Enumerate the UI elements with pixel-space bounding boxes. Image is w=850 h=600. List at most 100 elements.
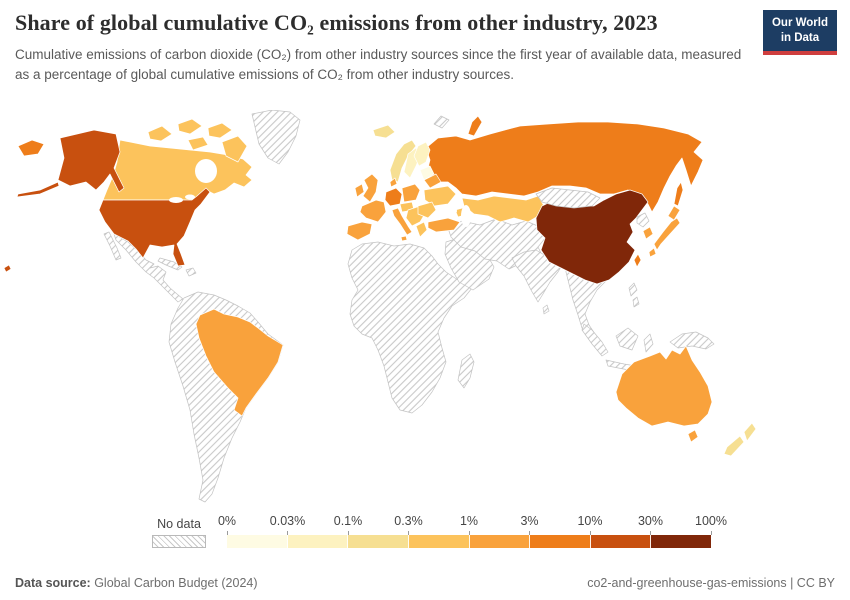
world-map xyxy=(3,109,757,503)
legend-no-data-label: No data xyxy=(157,517,201,531)
country-sicily[interactable] xyxy=(400,235,408,242)
country-greece[interactable] xyxy=(415,221,428,238)
country-united-kingdom[interactable] xyxy=(362,173,379,203)
great-lakes-west xyxy=(169,197,183,203)
legend-tick-label-0%: 0% xyxy=(217,514,237,528)
country-sumatra[interactable] xyxy=(581,323,609,357)
country-sulawesi[interactable] xyxy=(643,333,654,353)
footer-right: co2-and-greenhouse-gas-emissions | CC BY xyxy=(587,576,835,590)
country-baffin-island[interactable] xyxy=(221,135,248,163)
country-canada[interactable] xyxy=(102,139,253,201)
country-germany[interactable] xyxy=(384,187,403,207)
legend-tick-label-30%: 30% xyxy=(637,514,664,528)
country-japan-kyushu[interactable] xyxy=(648,247,657,258)
legend-tick-label-3%: 3% xyxy=(520,514,539,528)
legend-swatch-3–10%[interactable] xyxy=(530,535,591,548)
data-source-value: Global Carbon Budget (2024) xyxy=(90,576,258,590)
country-aleutians[interactable] xyxy=(16,181,60,198)
country-belarus[interactable] xyxy=(423,173,442,189)
country-svalbard[interactable] xyxy=(433,115,450,129)
country-brazil[interactable] xyxy=(195,308,284,417)
country-france[interactable] xyxy=(359,199,387,223)
legend-tick-mark xyxy=(287,531,288,535)
country-hispaniola[interactable] xyxy=(185,267,197,277)
country-romania-bulgaria[interactable] xyxy=(417,201,437,219)
country-australia[interactable] xyxy=(615,345,713,427)
country-japan-honshu[interactable] xyxy=(653,217,681,251)
legend-swatch-10–30%[interactable] xyxy=(590,535,652,548)
owid-logo[interactable]: Our World in Data xyxy=(762,10,837,55)
country-taiwan[interactable] xyxy=(633,253,642,268)
legend-tick-mark xyxy=(468,531,470,535)
legend-color-scale: 0% 0.03% 0.1% 0.3% 1% 3% 10% 30% 100% xyxy=(218,514,727,548)
legend-tick-label-0.1%: 0.1% xyxy=(333,514,363,528)
country-iceland[interactable] xyxy=(372,124,396,139)
legend-tick-mark xyxy=(529,531,530,535)
country-philippines[interactable] xyxy=(628,282,638,297)
country-canada-island-3[interactable] xyxy=(207,122,233,139)
country-tasmania[interactable] xyxy=(687,429,699,443)
caspian-sea xyxy=(461,205,471,227)
country-new-guinea[interactable] xyxy=(669,331,715,350)
legend-tick-mark xyxy=(408,531,409,535)
country-novaya-zemlya[interactable] xyxy=(467,115,483,137)
legend-swatch-0.03–0.1%[interactable] xyxy=(287,535,349,548)
legend-swatch-30–100%[interactable] xyxy=(651,535,711,548)
country-chukotka[interactable] xyxy=(17,139,45,157)
country-sakhalin[interactable] xyxy=(673,181,684,207)
country-sri-lanka[interactable] xyxy=(542,304,550,315)
country-mexico[interactable] xyxy=(113,233,184,303)
country-south-korea[interactable] xyxy=(642,226,654,240)
country-baja-california[interactable] xyxy=(103,231,122,261)
country-united-states[interactable] xyxy=(98,187,211,267)
legend-swatch-0.3–1%[interactable] xyxy=(408,535,470,548)
country-north-korea[interactable] xyxy=(636,212,650,228)
header: Share of global cumulative CO₂ emissions… xyxy=(15,10,760,86)
country-iberia[interactable] xyxy=(346,221,373,241)
legend-swatch-0–0.03%[interactable] xyxy=(227,535,288,548)
country-africa[interactable] xyxy=(347,241,473,414)
chart-subtitle: Cumulative emissions of carbon dioxide (… xyxy=(15,47,742,83)
country-denmark[interactable] xyxy=(389,177,398,188)
country-alaska[interactable] xyxy=(57,129,125,193)
legend-tick-label-0.3%: 0.3% xyxy=(394,514,423,528)
country-italy[interactable] xyxy=(391,207,413,236)
country-russia[interactable] xyxy=(425,121,704,213)
footer: Data source: Global Carbon Budget (2024)… xyxy=(0,576,850,590)
black-sea xyxy=(437,206,457,216)
legend-swatch-1–3%[interactable] xyxy=(469,535,531,548)
country-ireland[interactable] xyxy=(354,183,365,198)
legend-tick-label-10%: 10% xyxy=(577,514,603,528)
country-new-zealand-south[interactable] xyxy=(723,435,745,457)
country-japan-hokkaido[interactable] xyxy=(667,205,681,221)
data-source-label: Data source: xyxy=(15,576,91,590)
country-madagascar[interactable] xyxy=(457,353,475,389)
country-canada-island-2[interactable] xyxy=(177,118,203,135)
legend-tick-mark xyxy=(226,531,228,535)
country-ukraine[interactable] xyxy=(423,185,457,207)
country-canada-island-1[interactable] xyxy=(147,125,173,142)
legend-no-data[interactable]: No data xyxy=(152,517,206,548)
data-source: Data source: Global Carbon Budget (2024) xyxy=(15,576,258,590)
hudson-bay xyxy=(195,159,217,183)
country-borneo[interactable] xyxy=(615,327,639,351)
country-greenland[interactable] xyxy=(251,109,301,165)
country-canada-island-4[interactable] xyxy=(187,136,209,151)
legend-color-bar xyxy=(227,535,711,548)
legend-tick-mark xyxy=(710,531,712,535)
country-turkey[interactable] xyxy=(427,217,461,233)
legend-swatch-0.1–0.3%[interactable] xyxy=(348,535,409,548)
country-new-zealand-north[interactable] xyxy=(743,422,757,442)
great-lakes-east xyxy=(185,194,195,200)
country-hawaii[interactable] xyxy=(3,264,12,273)
country-mongolia[interactable] xyxy=(535,187,601,209)
country-finland[interactable] xyxy=(413,141,431,167)
country-poland[interactable] xyxy=(401,183,421,203)
country-philippines-south[interactable] xyxy=(632,296,640,308)
legend-no-data-swatch[interactable] xyxy=(152,535,206,548)
country-kazakhstan[interactable] xyxy=(461,195,545,223)
map-legend: No data 0% 0.03% 0.1% 0.3% 1% 3% 10% 30% 100% xyxy=(152,514,727,548)
country-baltic-states[interactable] xyxy=(419,165,435,181)
country-cuba[interactable] xyxy=(157,257,183,271)
